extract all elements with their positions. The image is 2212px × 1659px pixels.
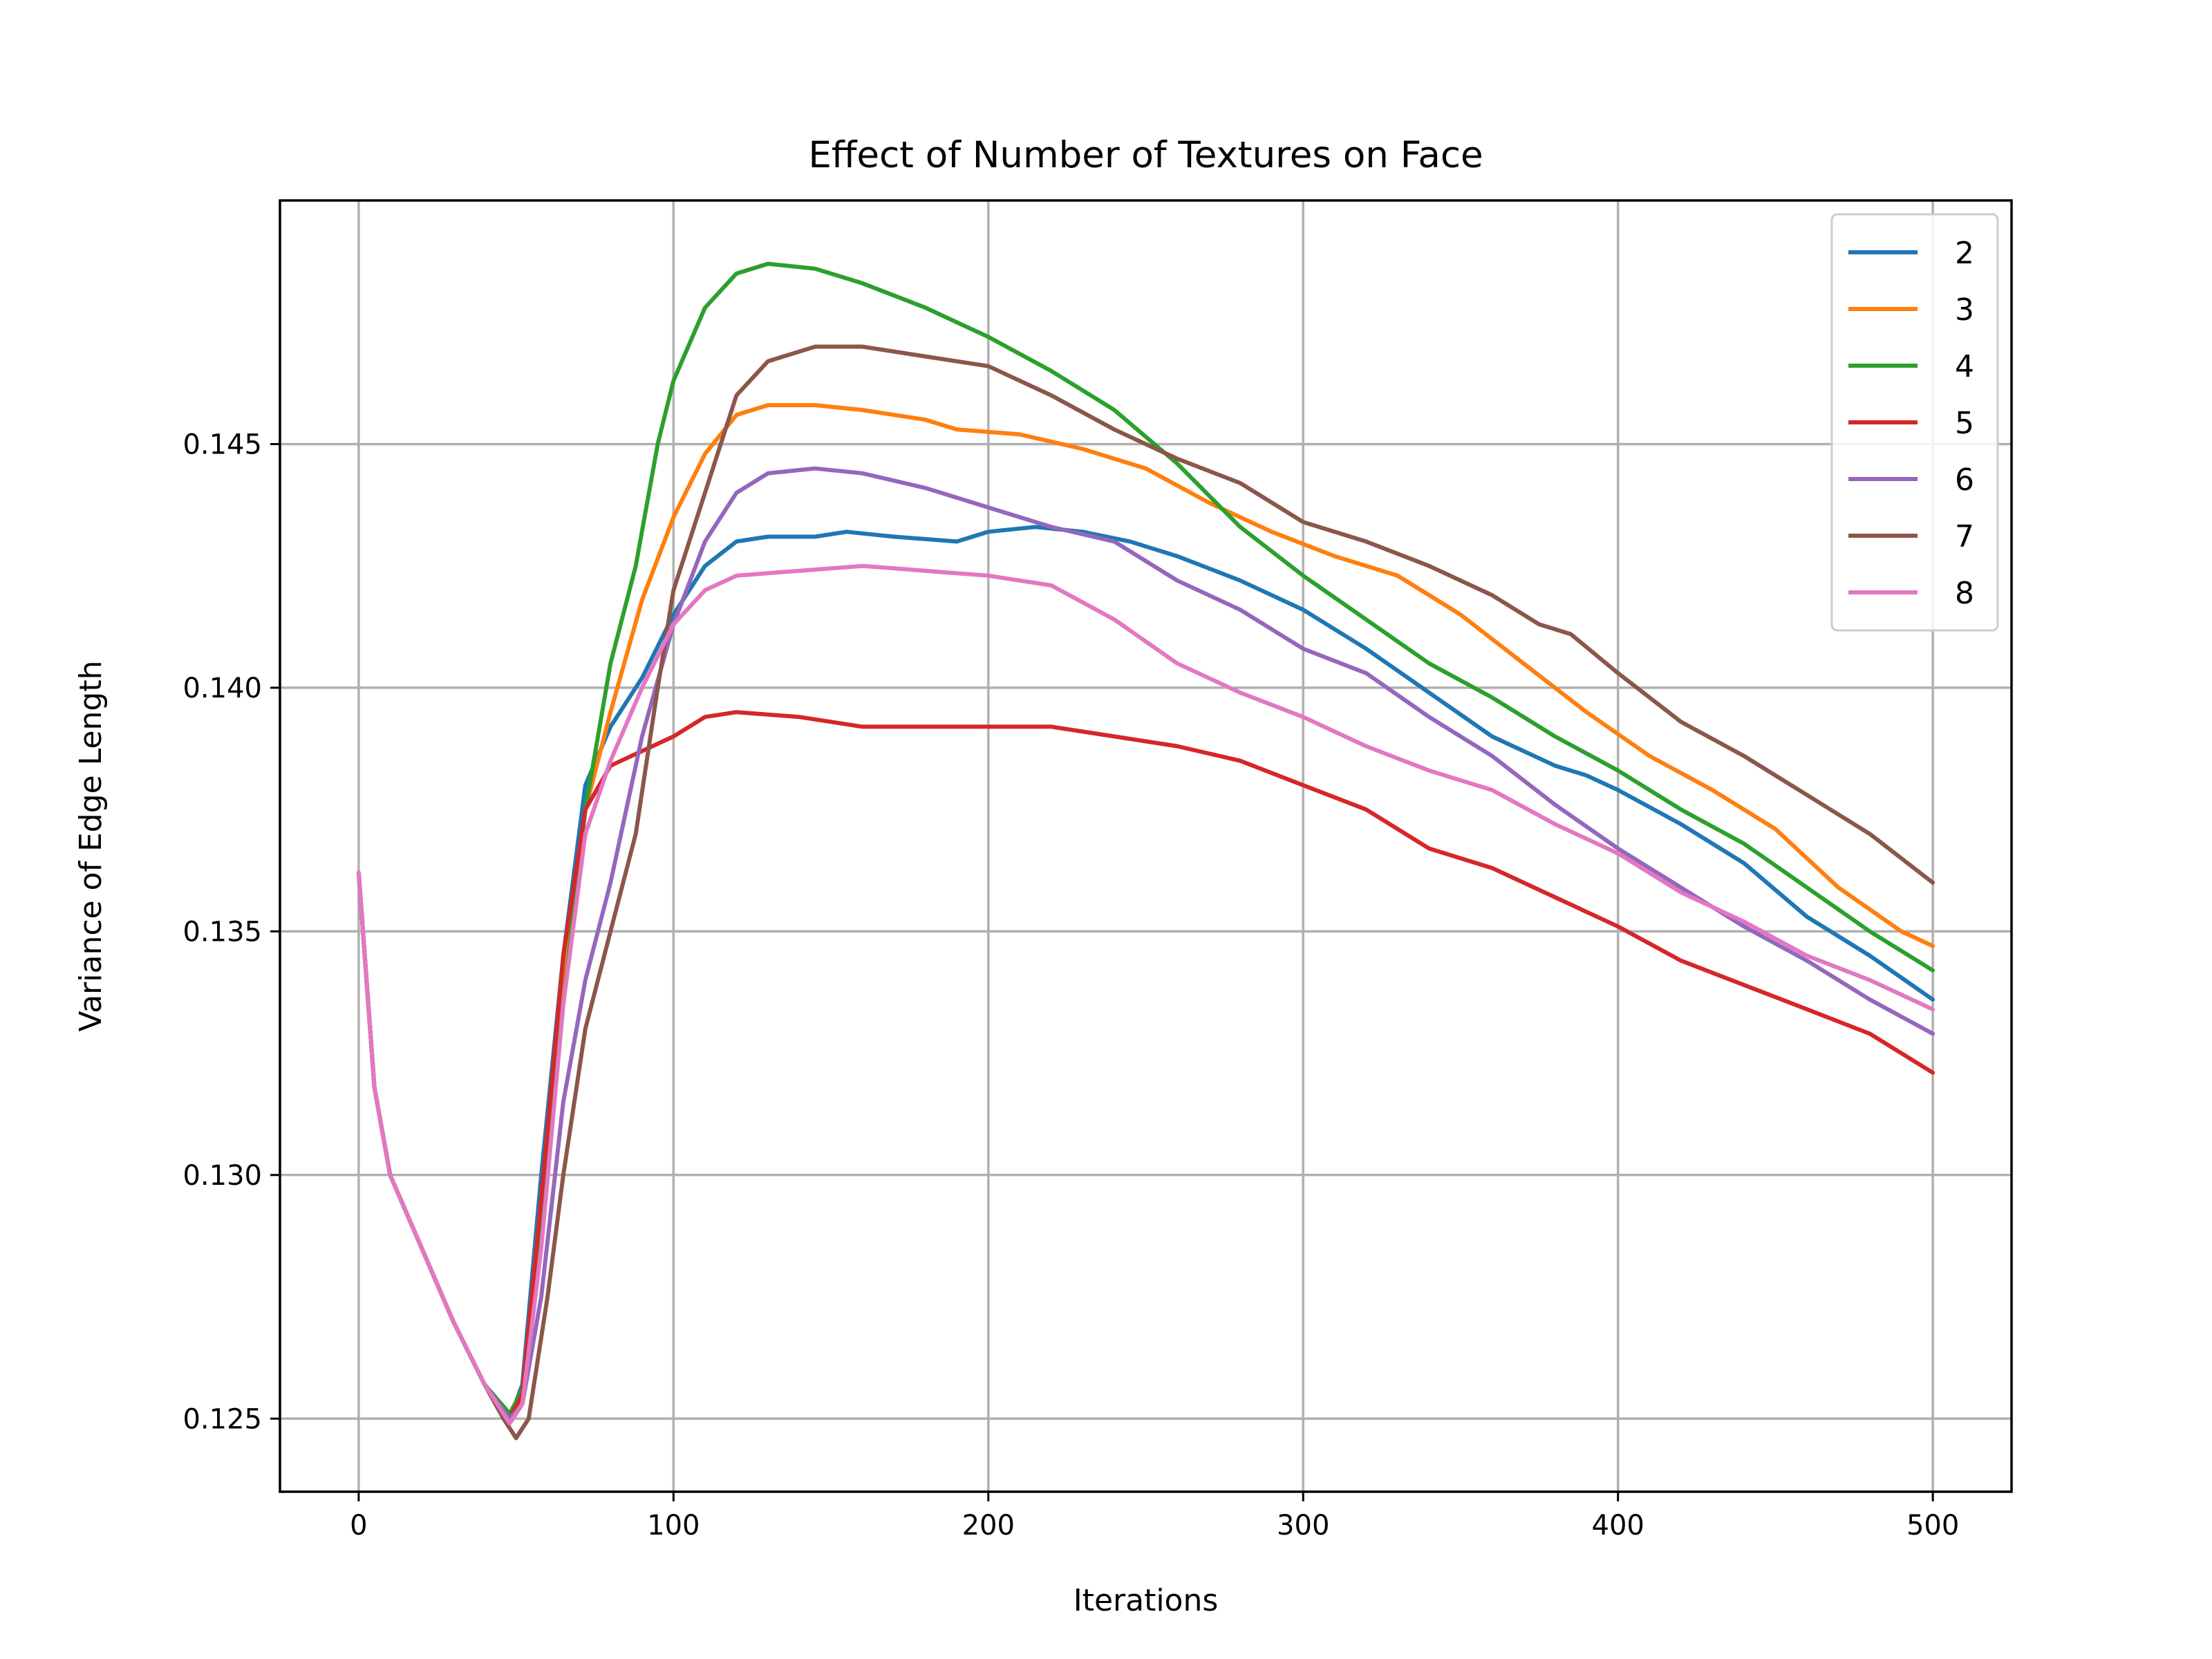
legend-label-6: 6 (1955, 462, 1974, 498)
legend-label-5: 5 (1955, 406, 1974, 441)
y-tick-label: 0.140 (182, 673, 262, 704)
y-tick-label: 0.130 (182, 1160, 262, 1192)
legend: 2 3 4 5 6 7 8 (1830, 213, 1999, 632)
series-line-4 (356, 261, 1936, 1416)
x-tick-label: 300 (1277, 1510, 1329, 1541)
legend-label-2: 2 (1955, 236, 1974, 271)
series-lines (356, 261, 1936, 1441)
x-tick-label: 400 (1592, 1510, 1644, 1541)
chart-title: Effect of Number of Textures on Face (808, 134, 1483, 176)
legend-label-8: 8 (1955, 576, 1974, 611)
axis-ticks: 0 100 200 300 400 500 0.125 0.130 0.135 0.140 0.14… (182, 429, 1959, 1541)
plot-frame (279, 199, 2013, 1493)
legend-label-7: 7 (1955, 519, 1974, 554)
y-tick-label: 0.125 (182, 1403, 262, 1435)
series-line-8 (356, 563, 1936, 1426)
y-axis-label: Variance of Edge Length (73, 661, 109, 1032)
legend-label-4: 4 (1955, 349, 1974, 384)
x-axis-label: Iterations (1074, 1583, 1219, 1618)
series-line-7 (356, 344, 1936, 1441)
x-tick-label: 100 (647, 1510, 700, 1541)
x-tick-label: 200 (962, 1510, 1015, 1541)
y-tick-label: 0.135 (182, 916, 262, 948)
x-tick-label: 0 (350, 1510, 367, 1541)
y-tick-label: 0.145 (182, 429, 262, 460)
legend-label-3: 3 (1955, 292, 1974, 328)
series-line-6 (356, 466, 1936, 1421)
x-tick-label: 500 (1906, 1510, 1959, 1541)
